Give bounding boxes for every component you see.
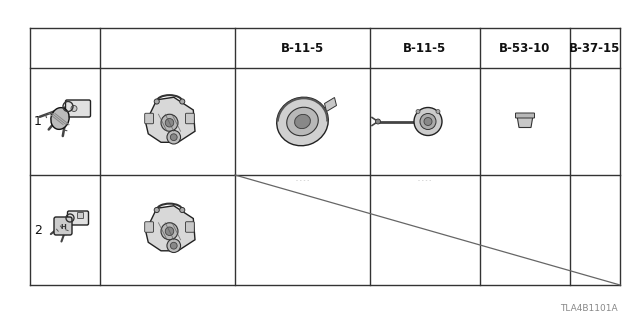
FancyBboxPatch shape: [145, 222, 154, 232]
Text: - - - -: - - - -: [296, 178, 309, 183]
Ellipse shape: [287, 107, 318, 136]
Text: B-11-5: B-11-5: [403, 42, 447, 54]
Text: B-53-10: B-53-10: [499, 42, 550, 54]
Circle shape: [161, 223, 178, 240]
Circle shape: [420, 114, 436, 130]
Circle shape: [167, 239, 180, 252]
Circle shape: [180, 99, 185, 104]
Circle shape: [414, 108, 442, 135]
FancyBboxPatch shape: [186, 113, 195, 124]
FancyBboxPatch shape: [186, 222, 195, 232]
FancyBboxPatch shape: [67, 211, 88, 225]
Text: 1: 1: [34, 115, 42, 128]
FancyBboxPatch shape: [145, 113, 154, 124]
Polygon shape: [517, 116, 533, 127]
Circle shape: [424, 117, 432, 125]
Text: 2: 2: [34, 223, 42, 236]
Circle shape: [71, 106, 77, 111]
Polygon shape: [324, 98, 337, 111]
Circle shape: [167, 130, 180, 144]
FancyBboxPatch shape: [54, 217, 72, 235]
Text: TLA4B1101A: TLA4B1101A: [561, 304, 618, 313]
FancyBboxPatch shape: [77, 212, 83, 219]
FancyBboxPatch shape: [65, 100, 90, 117]
Circle shape: [165, 227, 173, 236]
Circle shape: [154, 207, 159, 212]
Circle shape: [436, 109, 440, 114]
Polygon shape: [146, 97, 195, 142]
Ellipse shape: [51, 108, 69, 129]
Circle shape: [416, 109, 420, 114]
Circle shape: [180, 207, 185, 212]
Polygon shape: [146, 206, 195, 251]
Text: B-11-5: B-11-5: [281, 42, 324, 54]
Circle shape: [170, 134, 177, 140]
FancyBboxPatch shape: [515, 113, 534, 118]
Ellipse shape: [276, 97, 328, 146]
Circle shape: [161, 114, 178, 131]
Text: B-37-15: B-37-15: [570, 42, 621, 54]
Circle shape: [170, 242, 177, 249]
Text: - - - -: - - - -: [419, 178, 431, 183]
Circle shape: [165, 118, 173, 127]
Circle shape: [376, 119, 381, 124]
Text: H: H: [60, 224, 66, 230]
Circle shape: [154, 99, 159, 104]
Ellipse shape: [294, 114, 310, 129]
